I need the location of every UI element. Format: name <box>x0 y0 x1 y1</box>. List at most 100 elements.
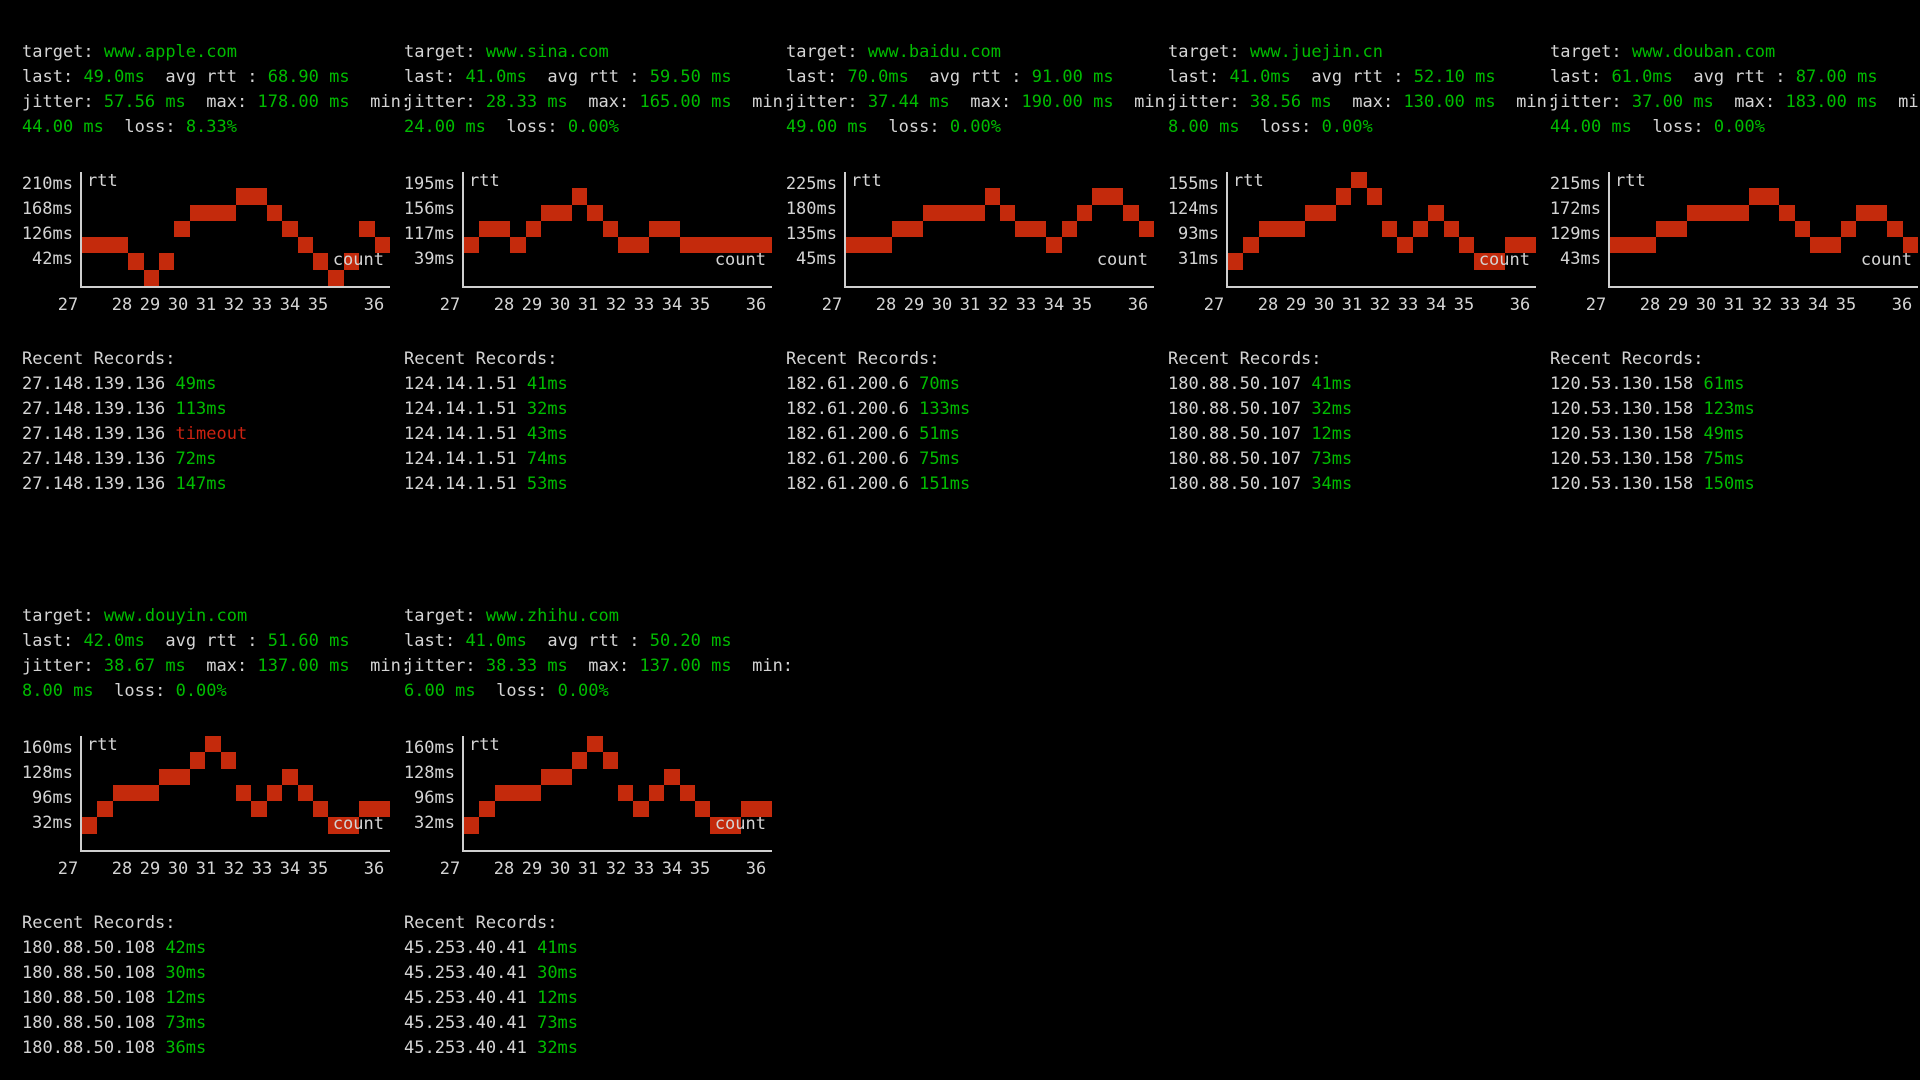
rtt-block <box>999 204 1016 221</box>
rtt-block <box>861 237 877 254</box>
rtt-block <box>128 253 144 270</box>
rtt-block <box>1458 237 1475 254</box>
record-row: 120.53.130.158 123ms <box>1550 397 1920 422</box>
x-tick-label: 30 <box>549 859 571 879</box>
record-rtt: 12ms <box>165 988 207 1008</box>
rtt-block <box>220 752 236 769</box>
rtt-chart: 160ms 128ms 96ms 32ms rtt count 27 28 29 30 31 3… <box>404 735 774 882</box>
y-tick-label: 225ms <box>785 174 837 194</box>
rtt-block <box>1335 188 1352 205</box>
record-row: 45.253.40.41 12ms <box>404 986 774 1011</box>
y-tick-label: 168ms <box>21 199 73 219</box>
rtt-block <box>1366 188 1382 205</box>
last-avg-line: last: 41.0ms avg rtt : 59.50 ms <box>404 65 774 90</box>
rtt-block <box>876 237 893 254</box>
target-line: target: www.baidu.com <box>786 40 1156 65</box>
rtt-block <box>602 752 618 769</box>
y-tick-label: 195ms <box>403 174 455 194</box>
record-rtt: 113ms <box>175 399 227 419</box>
x-tick-label: 30 <box>549 295 571 315</box>
avg-rtt-label: avg rtt : <box>1311 67 1404 87</box>
jitter-value: 37.00 ms <box>1631 92 1714 112</box>
last-label: last: <box>404 631 456 651</box>
rtt-block <box>1397 237 1413 254</box>
record-rtt: timeout <box>175 424 248 444</box>
rtt-block <box>1274 220 1290 238</box>
rtt-block <box>907 220 923 238</box>
rtt-chart: 215ms 172ms 129ms 43ms rtt count 27 28 29 30 31… <box>1550 171 1920 318</box>
max-value: 165.00 ms <box>639 92 732 112</box>
rtt-block <box>1320 204 1336 221</box>
record-ip: 120.53.130.158 <box>1550 474 1694 494</box>
target-label: target: <box>22 606 94 626</box>
target-line: target: www.apple.com <box>22 40 392 65</box>
record-rtt: 150ms <box>1703 474 1755 494</box>
max-value: 137.00 ms <box>257 656 350 676</box>
rtt-blocks <box>846 172 1154 286</box>
last-label: last: <box>1168 67 1220 87</box>
y-axis-labels: 155ms 124ms 93ms 31ms <box>1168 172 1226 288</box>
recent-records: Recent Records: 120.53.130.158 61ms 120.5… <box>1550 347 1920 497</box>
record-ip: 182.61.200.6 <box>786 374 909 394</box>
rtt-block <box>892 220 908 238</box>
y-axis-labels: 210ms 168ms 126ms 42ms <box>22 172 80 288</box>
record-rtt: 123ms <box>1703 399 1755 419</box>
target-label: target: <box>404 42 476 62</box>
jitter-max-line: jitter: 37.44 ms max: 190.00 ms min: <box>786 90 1175 115</box>
rtt-block <box>174 768 190 785</box>
record-rtt: 41ms <box>526 374 568 394</box>
x-tick-label: 34 <box>279 859 301 879</box>
x-tick-label: 36 <box>363 295 385 315</box>
rtt-block <box>1686 204 1703 221</box>
panel-header: target: www.douban.com last: 61.0ms avg … <box>1550 40 1920 140</box>
max-label: max: <box>206 656 248 676</box>
rtt-block <box>464 237 480 254</box>
x-tick-label: 36 <box>1891 295 1913 315</box>
record-row: 180.88.50.107 34ms <box>1168 472 1538 497</box>
x-tick-label: 31 <box>577 859 599 879</box>
rtt-block <box>540 768 557 785</box>
rtt-block <box>694 801 711 818</box>
rtt-block <box>374 237 390 254</box>
rtt-block <box>953 204 970 221</box>
record-ip: 45.253.40.41 <box>404 1038 527 1058</box>
max-label: max: <box>970 92 1012 112</box>
record-row: 124.14.1.51 53ms <box>404 472 774 497</box>
x-tick-label: 30 <box>167 295 189 315</box>
rtt-block <box>556 204 572 221</box>
record-row: 27.148.139.136 72ms <box>22 447 392 472</box>
rtt-block <box>251 188 267 205</box>
rtt-block <box>1520 237 1536 254</box>
min-label: min: <box>752 92 794 112</box>
rtt-axis-label: rtt <box>87 171 118 191</box>
y-tick-label: 31ms <box>1178 249 1219 269</box>
target-host: www.sina.com <box>485 42 609 62</box>
rtt-block <box>602 220 618 238</box>
loss-label: loss: <box>1652 117 1704 137</box>
rtt-block <box>556 768 572 785</box>
record-ip: 180.88.50.108 <box>22 1038 156 1058</box>
record-rtt: 51ms <box>919 424 961 444</box>
target-label: target: <box>22 42 94 62</box>
x-tick-label: 31 <box>959 295 981 315</box>
y-tick-label: 43ms <box>1560 249 1601 269</box>
target-host: www.baidu.com <box>867 42 1001 62</box>
rtt-block <box>479 220 495 238</box>
x-axis-labels: 27 28 29 30 31 32 33 34 35 36 <box>22 857 390 882</box>
avg-rtt-value: 51.60 ms <box>267 631 350 651</box>
x-tick-label: 33 <box>633 295 655 315</box>
y-tick-label: 117ms <box>403 224 455 244</box>
loss-value: 0.00% <box>1713 117 1765 137</box>
avg-rtt-value: 59.50 ms <box>649 67 732 87</box>
rtt-chart: 160ms 128ms 96ms 32ms rtt count 27 28 29 30 31 3… <box>22 735 392 882</box>
record-row: 45.253.40.41 32ms <box>404 1036 774 1061</box>
y-tick-label: 39ms <box>414 249 455 269</box>
jitter-value: 38.67 ms <box>103 656 186 676</box>
panels-row-1: target: www.apple.com last: 49.0ms avg r… <box>22 40 1920 497</box>
rtt-block <box>312 253 329 270</box>
rtt-block <box>1258 220 1275 238</box>
record-ip: 180.88.50.107 <box>1168 474 1302 494</box>
y-tick-label: 32ms <box>32 813 73 833</box>
record-rtt: 12ms <box>1311 424 1353 444</box>
rtt-block <box>205 736 221 753</box>
